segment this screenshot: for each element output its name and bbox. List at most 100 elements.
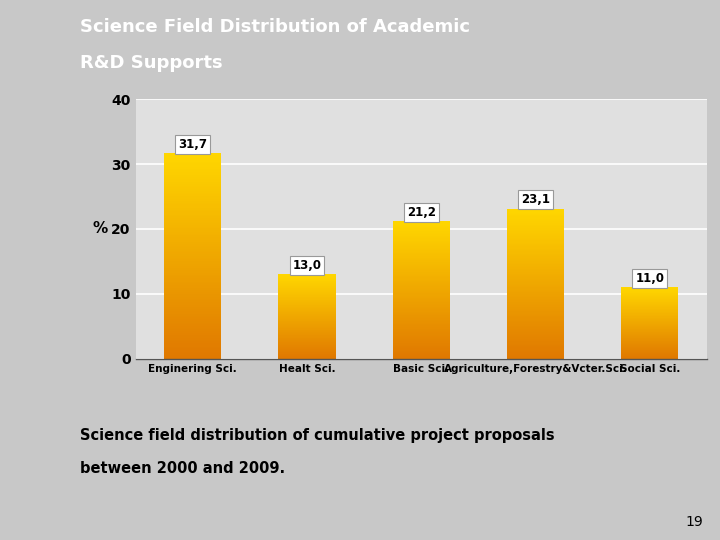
Bar (164, 348, 221, 350)
Bar (507, 229, 564, 230)
Bar (392, 284, 450, 285)
Bar (507, 291, 564, 293)
Bar (392, 330, 450, 331)
Bar (279, 304, 336, 305)
Bar (279, 339, 336, 340)
Bar (164, 355, 221, 357)
Bar (507, 221, 564, 222)
Bar (507, 330, 564, 331)
Bar (164, 304, 221, 306)
Bar (279, 314, 336, 315)
Bar (507, 351, 564, 352)
Bar (507, 258, 564, 259)
Bar (507, 261, 564, 262)
Bar (507, 327, 564, 329)
Bar (392, 254, 450, 255)
Bar (279, 305, 336, 306)
Bar (621, 332, 678, 333)
Bar (279, 301, 336, 302)
Bar (507, 276, 564, 278)
Bar (621, 328, 678, 329)
Bar (621, 320, 678, 321)
Bar (164, 187, 221, 189)
Bar (392, 334, 450, 336)
Bar (164, 335, 221, 336)
Bar (507, 311, 564, 313)
Bar (621, 303, 678, 304)
Bar (279, 312, 336, 313)
Bar (164, 164, 221, 165)
Bar (279, 316, 336, 317)
Bar (392, 352, 450, 353)
Bar (507, 246, 564, 247)
Bar (164, 275, 221, 276)
Bar (164, 157, 221, 158)
Bar (279, 342, 336, 343)
Bar (279, 351, 336, 352)
Bar (392, 227, 450, 228)
Bar (507, 343, 564, 345)
Bar (279, 349, 336, 350)
Bar (392, 256, 450, 258)
Bar (507, 278, 564, 279)
Bar (507, 357, 564, 359)
Bar (507, 270, 564, 271)
Bar (392, 347, 450, 348)
Bar (507, 275, 564, 276)
Bar (507, 320, 564, 321)
Bar (621, 319, 678, 320)
Bar (164, 251, 221, 252)
Bar (164, 211, 221, 213)
Bar (621, 337, 678, 338)
Bar (392, 332, 450, 333)
Bar (507, 230, 564, 231)
Bar (164, 210, 221, 211)
Bar (279, 315, 336, 316)
Bar (392, 259, 450, 260)
Bar (279, 337, 336, 338)
Text: 19: 19 (686, 515, 703, 529)
Bar (279, 317, 336, 318)
Bar (164, 246, 221, 247)
Bar (164, 340, 221, 341)
Bar (392, 342, 450, 343)
Bar (621, 345, 678, 346)
Bar (279, 293, 336, 294)
Bar (392, 292, 450, 293)
Bar (392, 321, 450, 322)
Bar (507, 285, 564, 286)
Bar (392, 309, 450, 310)
Bar (507, 273, 564, 274)
Bar (164, 208, 221, 210)
Bar (164, 347, 221, 348)
Bar (392, 346, 450, 347)
Bar (392, 306, 450, 307)
Bar (507, 290, 564, 291)
Bar (164, 328, 221, 329)
Bar (164, 237, 221, 239)
Bar (507, 279, 564, 280)
Bar (164, 220, 221, 221)
Bar (392, 251, 450, 252)
Bar (392, 264, 450, 265)
Bar (507, 307, 564, 309)
Bar (164, 312, 221, 314)
Bar (279, 291, 336, 292)
Bar (621, 296, 678, 297)
Bar (392, 318, 450, 319)
Bar (164, 343, 221, 345)
Bar (164, 353, 221, 355)
Text: 23,1: 23,1 (521, 193, 550, 206)
Bar (507, 294, 564, 295)
Bar (164, 316, 221, 318)
Bar (392, 326, 450, 327)
Bar (279, 318, 336, 319)
Bar (392, 349, 450, 350)
Bar (621, 339, 678, 340)
Bar (392, 310, 450, 312)
Bar (164, 232, 221, 234)
Bar (392, 222, 450, 224)
Bar (164, 167, 221, 168)
Bar (164, 244, 221, 246)
Bar (164, 307, 221, 309)
